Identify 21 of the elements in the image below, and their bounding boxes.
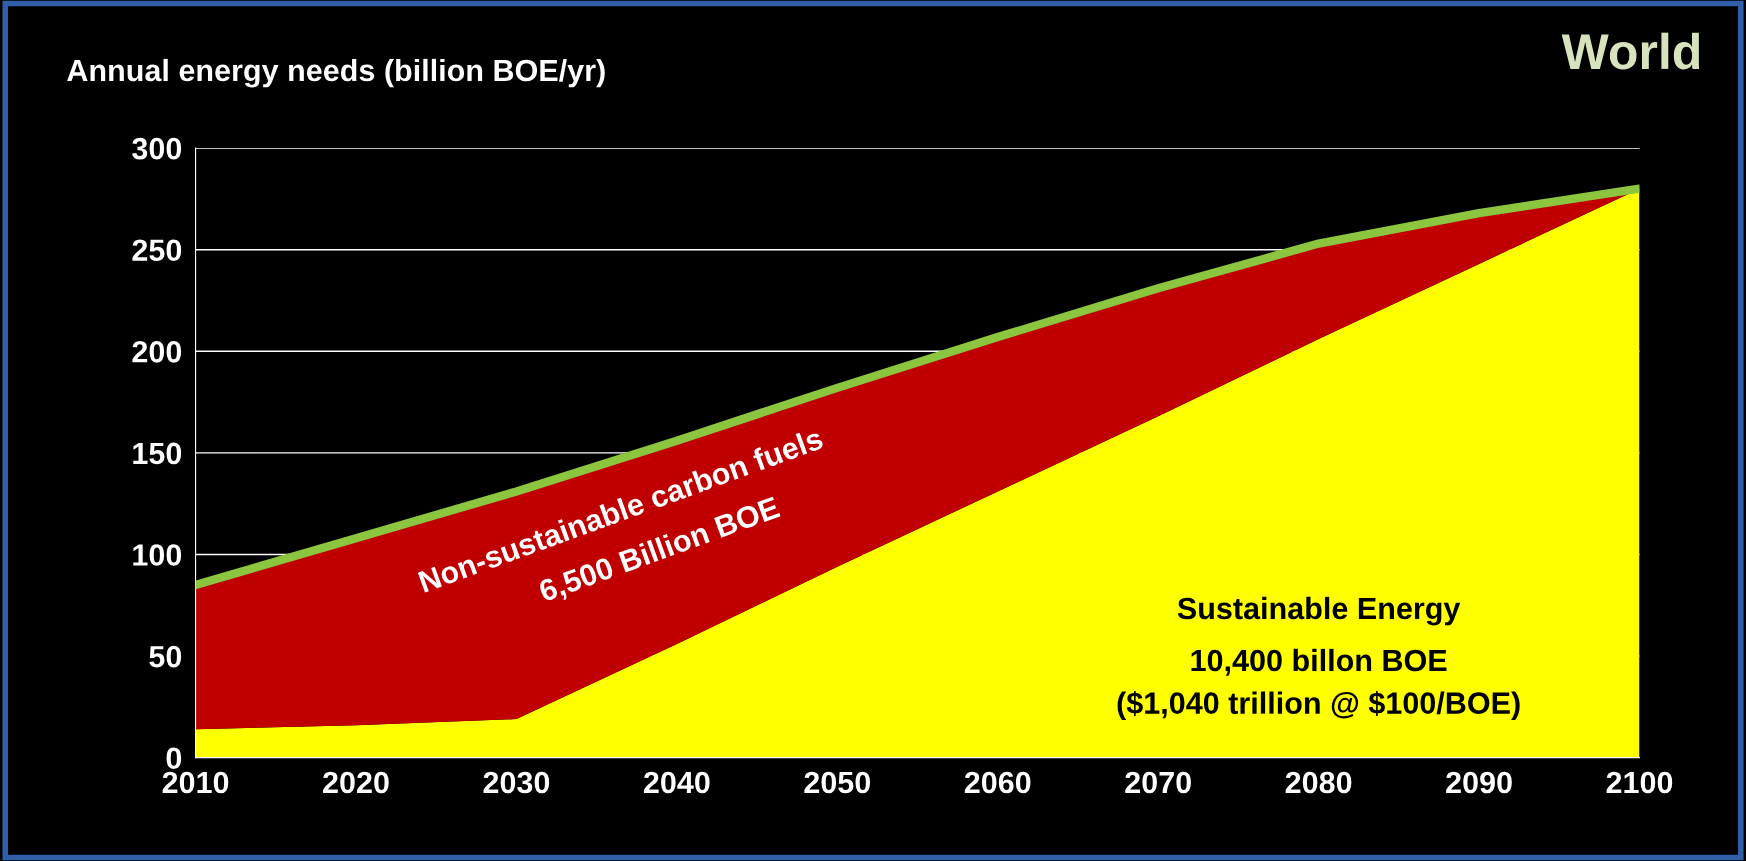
y-tick-label: 200 <box>132 341 182 363</box>
x-tick-label: 2060 <box>964 771 1031 794</box>
y-tick-label: 100 <box>133 544 182 566</box>
x-tick-label: 2090 <box>1446 771 1512 794</box>
annotation: 10,400 billon BOE ($1,040 trillion @ $100/BOE) <box>1117 648 1520 720</box>
x-tick-label: 2010 <box>162 771 229 794</box>
x-tick-label: 2020 <box>323 771 389 794</box>
x-tick-label: 2030 <box>483 771 550 794</box>
x-tick-label: 2050 <box>804 771 871 794</box>
y-tick-label: 150 <box>133 442 182 465</box>
chart-title: World <box>1561 32 1700 70</box>
x-tick-label: 2080 <box>1285 771 1352 794</box>
x-tick-label: 2070 <box>1125 771 1191 794</box>
x-tick-label: 2100 <box>1606 771 1673 794</box>
x-tick-label: 2040 <box>643 771 710 794</box>
y-axis-title: Annual energy needs (billion BOE/yr) <box>67 58 605 88</box>
y-tick-label: 0 <box>166 747 182 770</box>
y-tick-label: 50 <box>149 645 182 668</box>
series-label: Sustainable Energy <box>1177 596 1461 626</box>
y-tick-label: 250 <box>132 239 182 262</box>
y-tick-label: 300 <box>132 137 182 160</box>
